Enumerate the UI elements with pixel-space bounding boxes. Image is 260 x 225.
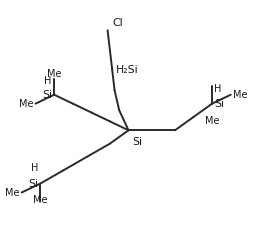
Text: Me: Me [233,90,248,100]
Text: H: H [214,84,222,94]
Text: Si: Si [42,90,52,100]
Text: Cl: Cl [112,18,123,28]
Text: Si: Si [28,179,38,189]
Text: Me: Me [33,195,48,205]
Text: Me: Me [205,116,219,126]
Text: Me: Me [19,99,33,109]
Text: Si: Si [132,137,142,147]
Text: Me: Me [47,69,61,79]
Text: H: H [30,163,38,173]
Text: Si: Si [214,99,224,109]
Text: H: H [44,76,52,86]
Text: H₂Si: H₂Si [116,65,138,75]
Text: Me: Me [5,187,19,198]
